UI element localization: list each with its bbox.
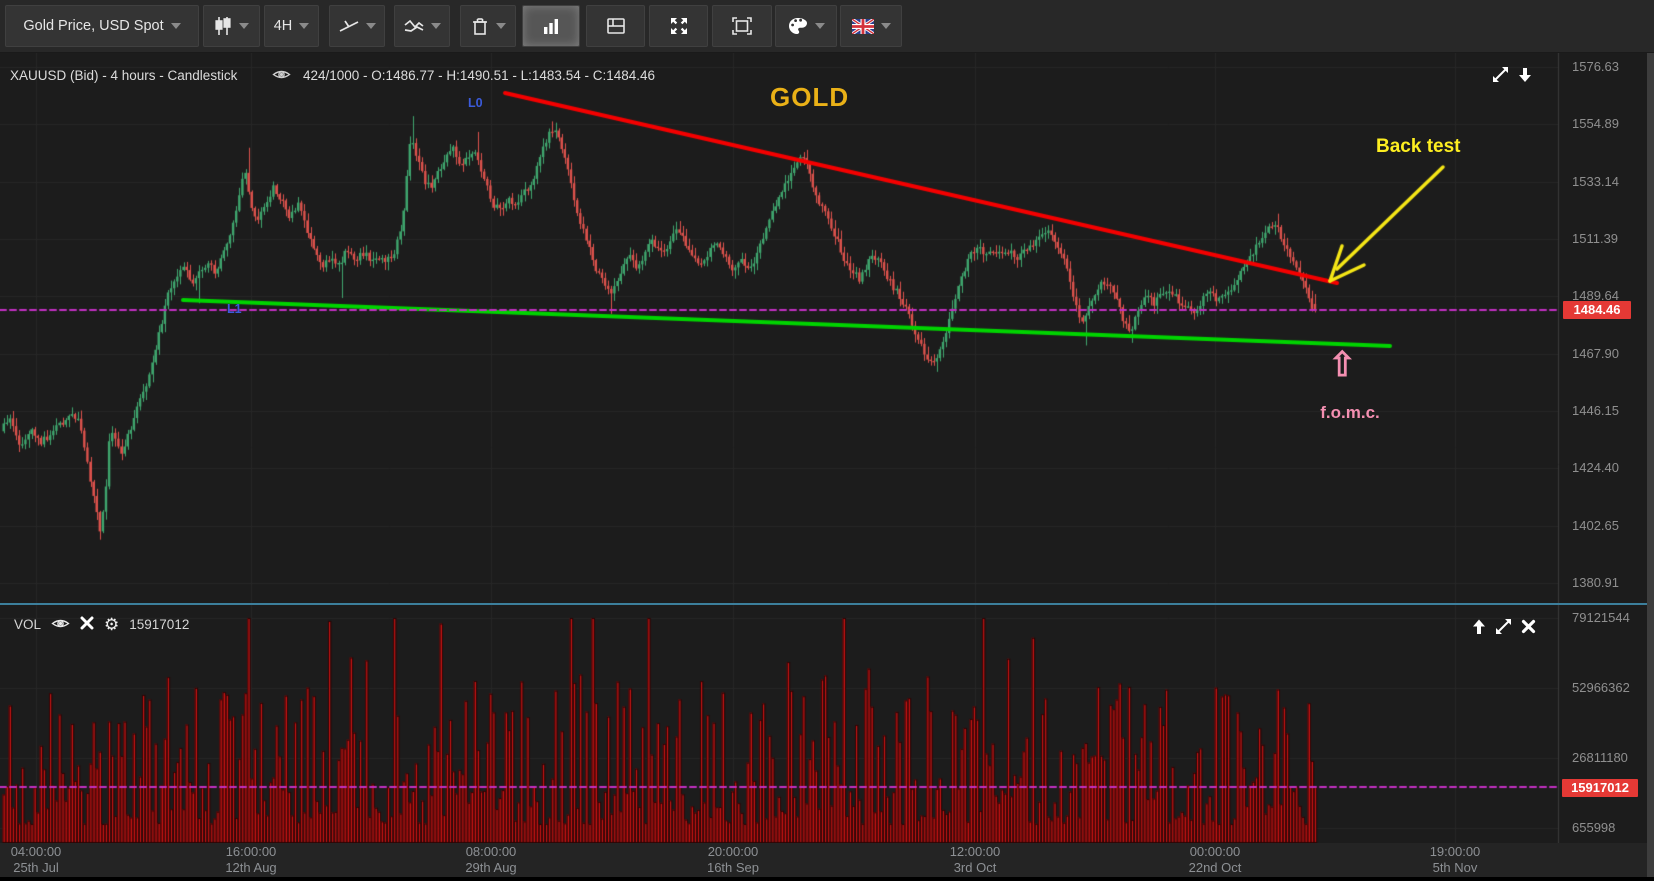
bottom-edge (0, 877, 1654, 881)
frame-icon (732, 17, 752, 35)
chevron-down-icon (299, 23, 310, 29)
panel-divider[interactable] (0, 603, 1654, 605)
back-test-annotation[interactable]: Back test (1376, 136, 1461, 157)
price-axis-label: 1402.65 (1572, 518, 1619, 533)
chevron-down-icon (430, 23, 441, 29)
current-volume-badge: 15917012 (1562, 779, 1638, 797)
price-axis-label: 1446.15 (1572, 403, 1619, 418)
price-axis-label: 1554.89 (1572, 116, 1619, 131)
chevron-down-icon (495, 23, 506, 29)
close-panel-icon[interactable] (1521, 619, 1536, 639)
time-axis[interactable] (0, 843, 1654, 877)
eye-icon[interactable] (51, 617, 70, 633)
time-axis-label: 00:00:00 22nd Oct (1188, 844, 1242, 875)
time-axis-label: 12:00:00 3rd Oct (949, 844, 1001, 875)
right-scrollbar[interactable] (1647, 52, 1654, 877)
ohlc-readout: 424/1000 - O:1486.77 - H:1490.51 - L:148… (303, 68, 656, 83)
theme-palette-button[interactable] (775, 5, 837, 47)
trendline-l0-label[interactable]: L0 (468, 96, 483, 110)
time-axis-label: 16:00:00 12th Aug (225, 844, 277, 875)
volume-indicator-label: VOL (14, 617, 42, 632)
price-axis-label: 1576.63 (1572, 59, 1619, 74)
gold-annotation[interactable]: GOLD (770, 82, 850, 112)
chevron-down-icon (365, 23, 376, 29)
volume-bars-icon (542, 17, 560, 35)
volume-axis-label: 26811180 (1572, 750, 1628, 765)
symbol-label: Gold Price, USD Spot (23, 18, 164, 34)
trendline-l1-label[interactable]: L1 (227, 302, 242, 316)
time-axis-label: 19:00:00 5th Nov (1429, 844, 1481, 875)
indicator-wave-icon (403, 18, 424, 34)
expand-arrows-icon (669, 16, 689, 36)
gear-icon[interactable]: ⚙ (104, 614, 120, 634)
fomc-annotation[interactable]: f.o.m.c. (1320, 403, 1380, 422)
volume-toggle-button[interactable] (522, 5, 580, 47)
price-panel-controls (1492, 66, 1532, 88)
volume-value: 15917012 (129, 617, 190, 632)
volume-axis-label: 655998 (1572, 820, 1616, 835)
eye-icon[interactable] (272, 68, 291, 86)
time-axis-label: 04:00:00 25th Jul (10, 844, 62, 875)
time-axis-label: 08:00:00 29th Aug (465, 844, 517, 875)
grid-layout-button[interactable] (586, 5, 645, 47)
move-panel-up-icon[interactable] (1472, 619, 1486, 640)
volume-panel-controls (1472, 618, 1536, 640)
move-panel-down-icon[interactable] (1518, 67, 1532, 88)
price-axis-label: 1511.39 (1572, 231, 1619, 246)
resize-panel-icon[interactable] (1492, 66, 1509, 88)
palette-icon (788, 17, 808, 35)
trendline-icon (339, 17, 359, 35)
candlestick-icon (214, 16, 232, 36)
language-button[interactable] (840, 5, 902, 47)
main-toolbar: Gold Price, USD Spot 4H (0, 0, 1654, 53)
volume-header: VOL ⚙ 15917012 (14, 616, 189, 633)
resize-panel-icon[interactable] (1495, 618, 1512, 640)
delete-drawings-button[interactable] (460, 5, 516, 47)
chart-type-button[interactable] (203, 5, 260, 47)
timeframe-button[interactable]: 4H (264, 5, 319, 47)
fomc-up-arrow-icon[interactable]: ⇧ (1328, 346, 1357, 384)
uk-flag-icon (851, 18, 874, 34)
line-tools-button[interactable] (329, 5, 385, 47)
close-indicator-icon[interactable] (80, 616, 94, 633)
layout-grid-icon (606, 17, 626, 35)
fullscreen-button[interactable] (649, 5, 708, 47)
price-axis-label: 1424.40 (1572, 460, 1619, 475)
chevron-down-icon (239, 23, 249, 29)
snapshot-button[interactable] (712, 5, 772, 47)
chart-title: XAUUSD (Bid) - 4 hours - Candlestick (10, 68, 238, 83)
time-axis-label: 20:00:00 16th Sep (706, 844, 760, 875)
last-price-badge: 1484.46 (1563, 301, 1631, 319)
indicators-button[interactable] (394, 5, 450, 47)
symbol-selector-button[interactable]: Gold Price, USD Spot (5, 5, 199, 47)
price-axis-label: 1467.90 (1572, 346, 1619, 361)
price-axis-label: 1489.64 (1572, 288, 1619, 303)
volume-axis-label: 52966362 (1572, 680, 1630, 695)
price-axis-label: 1380.91 (1572, 575, 1619, 590)
trash-icon (471, 16, 489, 36)
chevron-down-icon (814, 23, 825, 29)
chevron-down-icon (880, 23, 891, 29)
chevron-down-icon (170, 23, 181, 29)
timeframe-label: 4H (273, 18, 293, 34)
price-axis-label: 1533.14 (1572, 174, 1619, 189)
volume-axis-label: 79121544 (1572, 610, 1630, 625)
